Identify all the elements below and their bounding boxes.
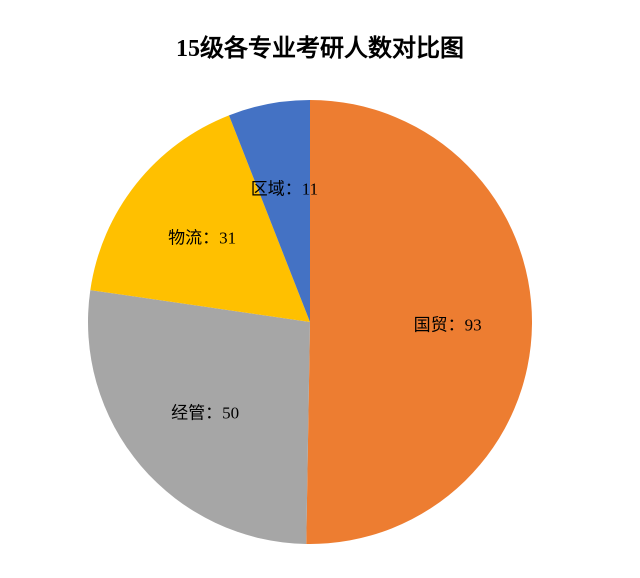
slice-label-区域: 区域：11 xyxy=(251,174,318,199)
slice-label-经管: 经管：50 xyxy=(171,399,239,424)
chart-title: 15级各专业考研人数对比图 xyxy=(0,28,640,63)
chart-container: 15级各专业考研人数对比图 国贸：93 经管：50 物流：31 区域：11 xyxy=(0,0,640,578)
slice-label-物流: 物流：31 xyxy=(168,224,236,249)
slice-label-国贸: 国贸：93 xyxy=(414,311,482,336)
